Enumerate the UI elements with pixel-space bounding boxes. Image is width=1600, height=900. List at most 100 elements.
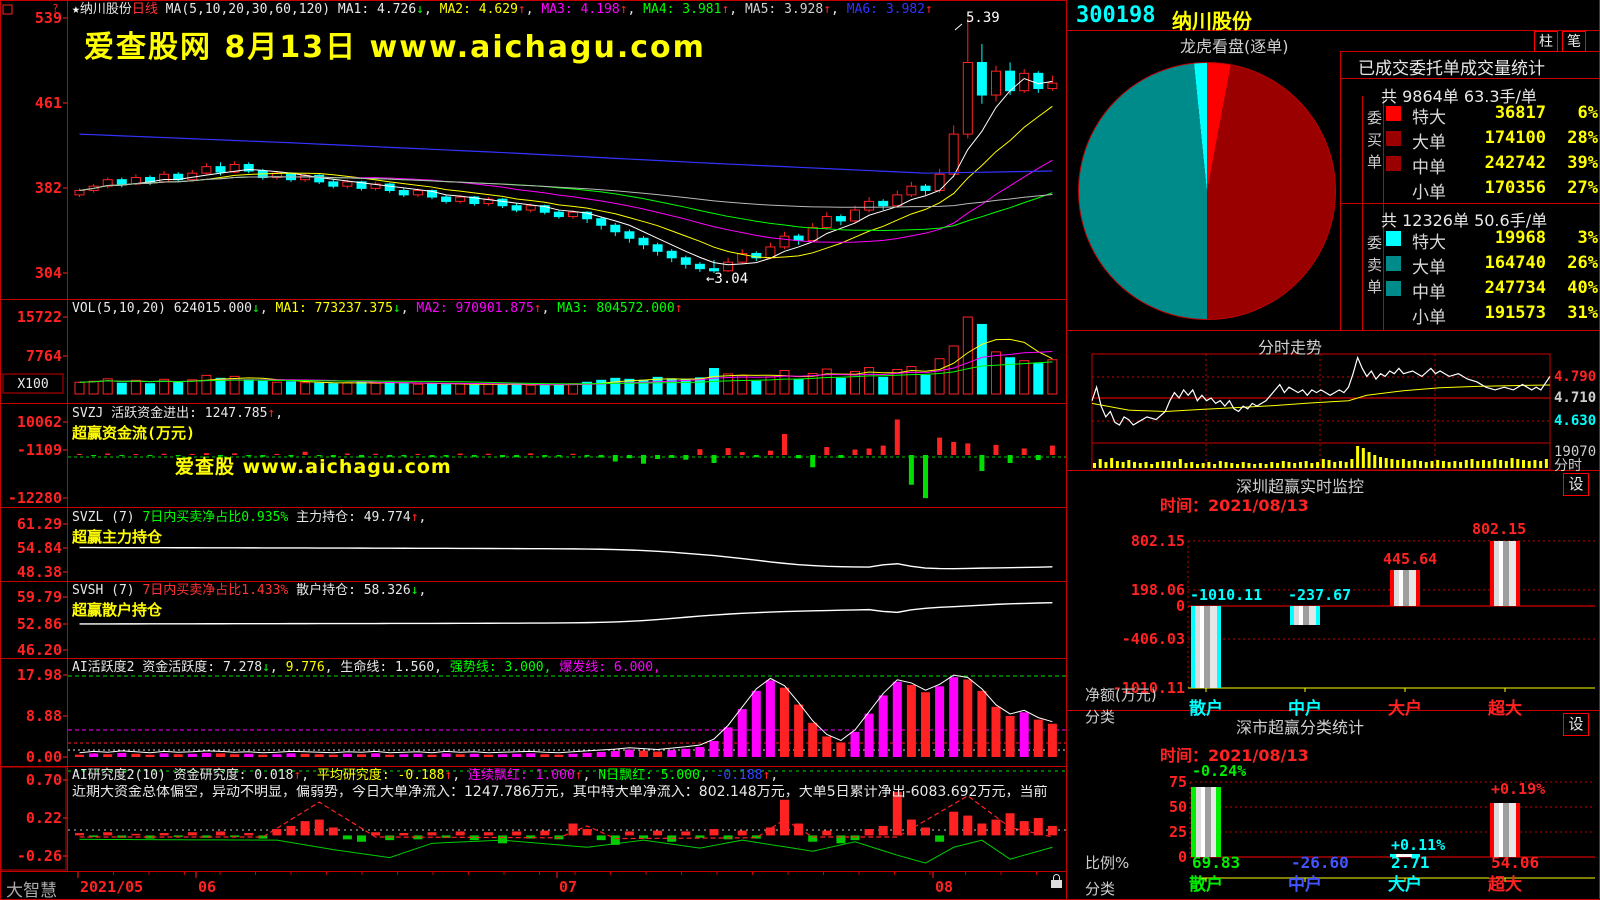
column-mode-button[interactable]: 柱	[1534, 31, 1558, 52]
classify-bar	[1490, 802, 1520, 857]
svg-text:+0.11%: +0.11%	[1391, 836, 1445, 854]
order-row-value: 19968	[1494, 228, 1546, 248]
order-row-value: 174100	[1484, 128, 1546, 148]
monitor-settings-button[interactable]: 设	[1563, 473, 1589, 496]
left-charts-canvas[interactable]: ?539 461 382 304 15722 7764 10062 -1109 -12280 61…	[0, 0, 1068, 900]
svg-text:大户: 大户	[1388, 698, 1422, 719]
longhu-pie-chart[interactable]	[1078, 62, 1336, 320]
svg-text:大户: 大户	[1388, 874, 1422, 895]
ai-activity-bars[interactable]	[68, 674, 1066, 757]
svg-text:7764: 7764	[26, 347, 62, 365]
timeline[interactable]: 2021/05 06 07 08	[77, 872, 1037, 896]
svg-text:-406.03: -406.03	[1122, 630, 1185, 648]
monitor-bar	[1490, 540, 1520, 606]
order-row-label: 中单	[1412, 283, 1446, 303]
order-swatch	[1386, 131, 1401, 146]
svg-text:75: 75	[1169, 773, 1187, 791]
order-row-label: 特大	[1412, 233, 1446, 253]
svg-text:46.20: 46.20	[17, 641, 62, 659]
order-swatch	[1386, 156, 1401, 171]
svg-text:中户: 中户	[1288, 698, 1322, 719]
order-table-title: 已成交委托单成交量统计	[1358, 59, 1545, 79]
svg-text:17.98: 17.98	[17, 666, 62, 684]
sell-side-label: 委卖单	[1365, 235, 1383, 301]
svzj-sublabel: 超赢资金流(万元)	[72, 424, 196, 442]
svg-text:0: 0	[1178, 848, 1187, 866]
classify-settings-button[interactable]: 设	[1563, 713, 1589, 736]
svg-text:54.84: 54.84	[17, 539, 62, 557]
svg-text:2.71: 2.71	[1391, 853, 1430, 872]
svg-text:5.39: 5.39	[966, 10, 1000, 26]
watermark-aichagu-2: 爱查股 www.aichagu.com	[175, 456, 452, 478]
order-row-value: 170356	[1484, 178, 1546, 198]
classify-axis-label-1: 比例%	[1085, 854, 1130, 872]
svg-text:50: 50	[1169, 798, 1187, 816]
svg-text:4.790: 4.790	[1554, 369, 1596, 385]
order-row-value: 164740	[1484, 253, 1546, 273]
svg-text:304: 304	[35, 264, 62, 282]
svg-text:10062: 10062	[17, 413, 62, 431]
ai-research-header: AI研究度2(10) 资金研究度: 0.018↑, 平均研究度: -0.188↑…	[72, 768, 779, 783]
svg-text:-0.24%: -0.24%	[1192, 762, 1246, 780]
svg-text:59.79: 59.79	[17, 588, 62, 606]
svg-text:802.15: 802.15	[1472, 520, 1526, 538]
svg-text:-1010.11: -1010.11	[1113, 679, 1185, 697]
monitor-title: 深圳超赢实时监控	[1235, 477, 1365, 496]
svg-text:06: 06	[198, 878, 216, 896]
order-swatch	[1386, 231, 1401, 246]
ai-activity-header: AI活跃度2 资金活跃度: 7.278↓, 9.776, 生命线: 1.560,…	[72, 660, 661, 675]
classify-chart[interactable]: 75 50 25 0 69.83 散户 -0.24% -26.60 中户 2.71 大户 +0.11%…	[1169, 762, 1595, 895]
order-swatch	[1386, 281, 1401, 296]
svg-text:25: 25	[1169, 823, 1187, 841]
toolbar-marker-icon	[2, 4, 13, 15]
monitor-bar	[1390, 569, 1420, 606]
svg-text:8.88: 8.88	[26, 707, 62, 725]
svg-text:-1010.11: -1010.11	[1190, 586, 1262, 604]
vol-header: VOL(5,10,20) 624015.000↓, MA1: 773237.37…	[72, 301, 683, 316]
monitor-bar	[1191, 606, 1221, 689]
order-row-value: 247734	[1484, 278, 1546, 298]
classify-bar	[1390, 854, 1420, 857]
stroke-mode-button[interactable]: 笔	[1562, 31, 1586, 52]
svg-text:382: 382	[35, 179, 62, 197]
classify-bar	[1191, 787, 1221, 857]
svg-text:-26.60: -26.60	[1291, 853, 1349, 872]
svg-text:散户: 散户	[1189, 874, 1223, 895]
svg-text:0.00: 0.00	[26, 748, 62, 766]
svg-text:0: 0	[1176, 597, 1185, 615]
stock-name: 纳川股份	[1172, 9, 1252, 33]
volume-bars[interactable]	[74, 316, 1058, 395]
order-row-pct: 40%	[1567, 278, 1598, 298]
svg-text:19070: 19070	[1554, 444, 1596, 460]
svg-text:分时: 分时	[1554, 458, 1582, 474]
ai-research-bars[interactable]	[68, 770, 1066, 864]
watermark-aichagu: 爱查股网 8月13日 www.aichagu.com	[84, 30, 706, 65]
buy-summary: 共 9864单 63.3手/单	[1381, 87, 1537, 106]
svg-text:461: 461	[35, 94, 62, 112]
monitor-bar	[1290, 606, 1320, 626]
candlesticks[interactable]: 5.39 ←3.04	[74, 10, 1058, 287]
svg-text:中户: 中户	[1288, 874, 1322, 895]
svg-text:+0.19%: +0.19%	[1491, 780, 1545, 798]
left-axis-labels: 539 461 382 304 15722 7764 10062 -1109 -12280 61.…	[8, 9, 67, 865]
order-swatch	[1386, 106, 1401, 121]
order-row-label: 中单	[1412, 158, 1446, 178]
svg-text:←3.04: ←3.04	[706, 271, 748, 287]
monitor-axis-label-2: 分类	[1085, 708, 1116, 726]
lock-icon[interactable]	[1051, 874, 1062, 888]
classify-time: 时间：2021/08/13	[1160, 746, 1309, 765]
order-row-value: 36817	[1494, 103, 1546, 123]
svsh-header: SVSH (7) 7日内买卖净占比1.433% 散户持仓: 58.326↓,	[72, 583, 427, 598]
svzl-sublabel: 超赢主力持仓	[72, 528, 163, 546]
svg-text:-12280: -12280	[8, 489, 62, 507]
svzl-header: SVZL (7) 7日内买卖净占比0.935% 主力持仓: 49.774↑,	[72, 510, 427, 525]
svzj-bars[interactable]	[68, 419, 1066, 499]
svg-text:超大: 超大	[1488, 698, 1522, 719]
order-row-value: 191573	[1484, 303, 1546, 323]
order-row-pct: 6%	[1577, 103, 1598, 123]
svg-text:-1109: -1109	[17, 441, 62, 459]
svg-text:445.64: 445.64	[1383, 550, 1437, 568]
svg-text:48.38: 48.38	[17, 563, 62, 581]
